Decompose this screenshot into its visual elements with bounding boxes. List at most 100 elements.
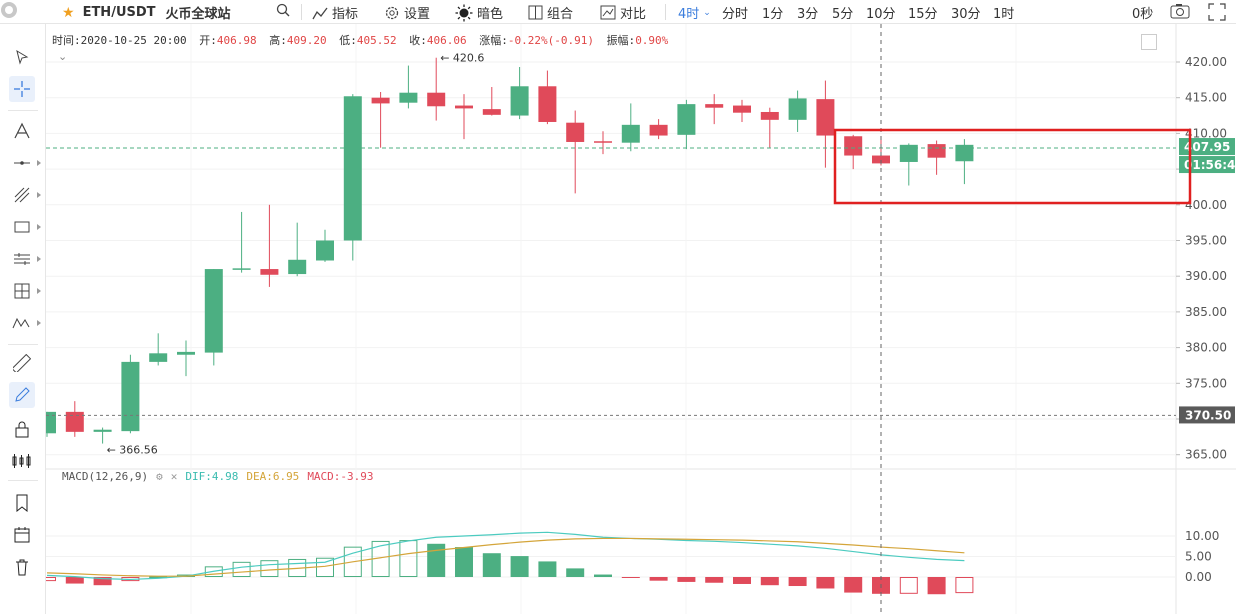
candle-body [260,269,279,275]
settings-gear-icon[interactable]: ⚙ [156,470,163,483]
text-tool-icon[interactable] [9,118,35,144]
current-price-text: 407.95 [1184,140,1230,154]
open-label: 开: [199,34,217,47]
reference-price-tag [1179,406,1235,424]
expand-arrow-icon[interactable] [37,224,41,230]
fullscreen-icon[interactable] [1208,3,1226,21]
combo-button[interactable]: 组合 [528,3,573,22]
horizontal-line-icon[interactable] [9,150,35,176]
macd-histogram-bar [399,540,418,577]
collapse-chevron-icon[interactable]: ⌄ [58,50,68,63]
theme-button[interactable]: 暗色 [455,3,503,22]
macd-histogram-bar [538,561,557,577]
ruler-icon[interactable] [9,350,35,376]
interval-1m[interactable]: 1分 [762,7,784,22]
exchange-name: 火币全球站 [165,7,231,22]
candle-body [955,144,974,162]
candle-body [316,240,334,261]
macd-histogram-bar [927,577,946,595]
expand-arrow-icon[interactable] [37,256,41,262]
reference-price-text: 370.50 [1185,408,1231,422]
grid-tool-icon[interactable] [9,278,35,304]
crosshair-icon[interactable] [9,76,35,102]
close-icon[interactable]: ✕ [170,470,178,483]
candle-body [482,109,501,115]
candle-body [121,361,140,432]
macd-histogram-bar [204,566,223,578]
lock-icon[interactable] [9,416,35,442]
macd-histogram-bar [844,577,863,593]
dea-line [46,537,965,577]
bookmark-icon[interactable] [9,490,35,516]
calendar-icon[interactable] [9,522,35,548]
close-value: 406.06 [426,34,467,47]
cursor-arrow-icon[interactable] [9,44,35,70]
pen-icon[interactable] [9,382,35,408]
interval-30m[interactable]: 30分 [951,7,981,22]
expand-arrow-icon[interactable] [37,320,41,326]
candle-body [177,351,195,355]
expand-arrow-icon[interactable] [37,288,41,294]
low-value: 405.52 [356,34,397,47]
rectangle-tool-icon[interactable] [9,214,35,240]
wave-pattern-icon[interactable] [9,310,35,336]
macd-histogram-bar [482,553,501,577]
camera-icon[interactable] [1170,3,1190,19]
price-tick-label: 415.00 [1185,91,1227,105]
interval-timeline[interactable]: 分时 [722,7,749,22]
settings-button[interactable]: 设置 [384,3,430,22]
macd-tick-label: 5.00 [1185,550,1212,564]
interval-15m[interactable]: 15分 [908,7,938,22]
macd-histogram-bar [677,577,696,582]
price-tick-label: 385.00 [1185,305,1227,319]
candle-body [427,92,446,107]
settings-label: 设置 [404,7,431,22]
macd-histogram-bar [343,546,362,577]
layout-icon [528,5,543,20]
compare-button[interactable]: 对比 [600,3,646,22]
interval-4h[interactable]: 4时 ⌄ [678,3,711,22]
maximize-pane-icon[interactable] [1141,34,1157,50]
candle-body [677,104,696,135]
countdown-text: 0秒 [1132,7,1154,22]
price-tick-label: 390.00 [1185,269,1227,283]
symbol-name: ETH/USDT [82,5,156,20]
dea-value: DEA:6.95 [246,470,300,483]
logo-icon [0,1,18,19]
macd-histogram-bar [760,577,779,586]
candle-body [566,122,585,142]
expand-arrow-icon[interactable] [37,160,41,166]
search-icon[interactable] [276,3,290,17]
macd-histogram-bar [955,577,974,594]
interval-label: 4时 [678,7,700,22]
close-label: 收: [409,34,427,47]
high-value: 409.20 [286,34,327,47]
open-value: 406.98 [216,34,257,47]
top-toolbar: ★ ETH/USDT 火币全球站 指标 设置 暗色 组合 对比 4时 ⌄ 分时 1… [0,0,1236,24]
macd-name: MACD(12,26,9) [62,470,149,483]
macd-value: MACD:-3.93 [307,470,374,483]
macd-histogram-bar [594,574,612,577]
indicators-label: 指标 [332,7,359,22]
trend-line-icon[interactable] [9,182,35,208]
interval-5m[interactable]: 5分 [832,7,854,22]
candle-body [232,268,251,270]
candle-body [649,124,668,136]
candle-body [788,98,807,120]
interval-1h[interactable]: 1时 [993,7,1015,22]
interval-3m[interactable]: 3分 [797,7,819,22]
candles-visibility-icon[interactable] [9,448,35,474]
expand-arrow-icon[interactable] [37,192,41,198]
star-icon[interactable]: ★ [62,4,75,21]
symbol-selector[interactable]: ★ ETH/USDT 火币全球站 [62,3,231,23]
trash-icon[interactable] [9,554,35,580]
chart-area[interactable]: 420.00415.00410.00405.00400.00395.00390.… [46,24,1236,614]
macd-series [46,531,974,595]
price-tick-label: 395.00 [1185,234,1227,248]
candle-body [538,86,557,122]
indicators-button[interactable]: 指标 [312,3,358,22]
interval-10m[interactable]: 10分 [866,7,896,22]
price-tick-label: 375.00 [1185,376,1227,390]
macd-histogram-bar [705,577,724,583]
fib-channel-icon[interactable] [9,246,35,272]
